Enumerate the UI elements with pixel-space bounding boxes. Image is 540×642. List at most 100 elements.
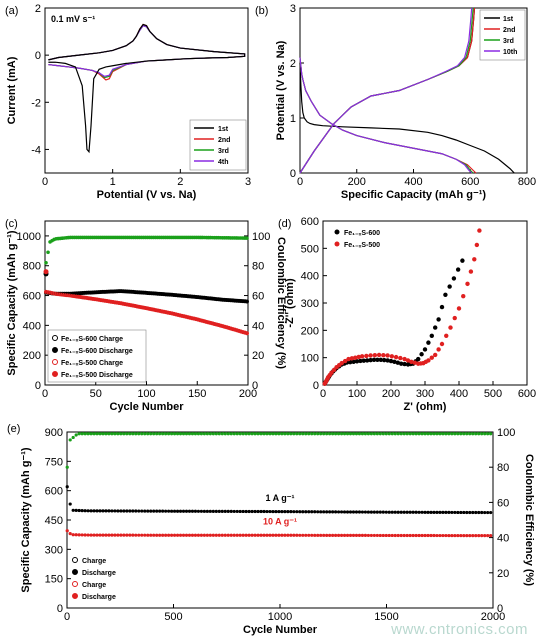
ce-point: [134, 432, 138, 436]
data-point-10A: [316, 533, 320, 537]
data-point-10A: [169, 533, 174, 537]
legend-label: Fe₁₋ₓS-500 Discharge: [61, 372, 133, 379]
ce-point: [486, 432, 490, 436]
ce-point: [181, 432, 186, 436]
data-point-1A: [289, 510, 293, 514]
data-point-1A: [155, 509, 159, 513]
data-point-1A: [220, 509, 224, 513]
data-point-10A: [226, 533, 230, 537]
data-point-10A: [101, 533, 105, 537]
y-tick-label: -4: [31, 144, 41, 156]
data-point-1A: [325, 510, 329, 514]
data-point-10A: [471, 534, 475, 538]
ce-point: [205, 432, 209, 436]
ce-point: [342, 432, 347, 436]
data-point-1A: [211, 509, 215, 513]
data-point-10A: [420, 533, 424, 538]
data-point-10A: [167, 533, 171, 537]
data-point-1A: [286, 510, 290, 514]
data-point-10A: [328, 533, 332, 537]
nyquist-point: [365, 358, 370, 363]
nyquist-point: [468, 269, 474, 274]
nyquist-point: [465, 281, 470, 287]
data-point-10A: [325, 533, 329, 537]
cv-curve-4: [48, 24, 246, 78]
data-point-10A: [113, 533, 117, 537]
data-point-10A: [253, 533, 257, 537]
ce-point: [214, 432, 218, 436]
x-tick-label: 2000: [481, 611, 505, 623]
data-point-10A: [372, 533, 376, 538]
y-tick-label: 2: [290, 58, 296, 70]
data-point-1A: [489, 510, 493, 515]
data-point-1A: [137, 509, 141, 513]
data-point-1A: [304, 510, 308, 514]
data-point-10A: [247, 533, 251, 537]
nyquist-point: [388, 358, 394, 364]
data-point-10A: [175, 533, 180, 537]
data-point-10A: [342, 533, 347, 537]
x-tick-label: 200: [348, 176, 366, 188]
ce-point: [125, 432, 129, 436]
ce-point: [333, 432, 338, 436]
data-point-1A: [202, 509, 206, 513]
data-point-1A: [143, 509, 147, 513]
ce-point: [113, 432, 117, 436]
data-point-1A: [444, 510, 448, 514]
data-point-10A: [95, 533, 99, 537]
data-point-10A: [155, 533, 159, 537]
data-point-1A: [280, 510, 284, 514]
ce-point: [89, 432, 93, 436]
nyquist-point: [371, 357, 377, 363]
data-point-1A: [375, 510, 379, 514]
nyquist-point: [472, 257, 477, 262]
data-point-1A: [259, 509, 263, 514]
ce-point: [155, 432, 159, 436]
data-point-1A: [205, 509, 209, 513]
nyquist-point: [436, 317, 441, 322]
ce-point: [390, 432, 394, 436]
y2-tick-label: 0: [252, 380, 258, 392]
ce-point: [435, 432, 439, 436]
nyquist-point: [405, 358, 411, 363]
data-point-1A: [238, 509, 242, 514]
data-point-1A: [348, 510, 353, 514]
x-tick-label: 0: [42, 176, 48, 188]
data-point-10A: [295, 533, 299, 537]
data-point-1A: [113, 509, 117, 513]
data-point-10A: [131, 533, 135, 537]
data-point-1A: [381, 510, 385, 514]
y2-tick-label: 60: [252, 291, 264, 303]
legend-label: 1st: [503, 16, 514, 23]
data-point-10A: [140, 533, 144, 537]
ce-point: [128, 432, 132, 436]
ce-point: [283, 432, 287, 436]
data-point-1A: [387, 510, 391, 514]
data-point-10A: [429, 533, 433, 538]
data-point-1A: [277, 509, 281, 514]
data-point-1A: [229, 509, 233, 514]
x-axis-title: Cycle Number: [243, 624, 318, 636]
data-point-1A: [298, 510, 302, 514]
ce-point: [274, 432, 278, 436]
data-point-10A: [411, 533, 415, 538]
nyquist-point: [358, 358, 363, 364]
x-tick-label: 500: [484, 388, 502, 400]
nyquist-point: [393, 354, 399, 360]
scan-rate-label: 0.1 mV s⁻¹: [51, 14, 95, 24]
data-point-10A: [134, 533, 138, 537]
nyquist-point: [443, 292, 448, 297]
data-point-1A: [140, 509, 144, 513]
y2-tick-label: 80: [252, 261, 264, 273]
data-point-1A: [378, 510, 382, 514]
ce-point: [339, 432, 344, 436]
nyquist-point: [456, 306, 462, 311]
ce-point: [71, 435, 75, 440]
data-point-10A: [280, 533, 284, 537]
nyquist-point: [429, 333, 434, 338]
legend-marker: [334, 241, 340, 247]
y-tick-label: 450: [45, 515, 63, 527]
data-point-1A: [226, 509, 230, 514]
data-point-1A: [342, 510, 347, 514]
